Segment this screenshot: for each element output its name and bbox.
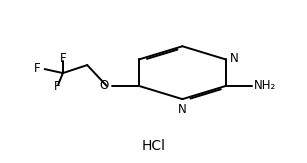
Text: N: N [230, 52, 239, 65]
Text: F: F [60, 52, 66, 65]
Text: F: F [53, 80, 60, 93]
Text: HCl: HCl [142, 139, 165, 153]
Text: N: N [178, 103, 187, 116]
Text: O: O [100, 79, 109, 92]
Text: NH₂: NH₂ [254, 79, 276, 92]
Text: F: F [33, 62, 40, 75]
